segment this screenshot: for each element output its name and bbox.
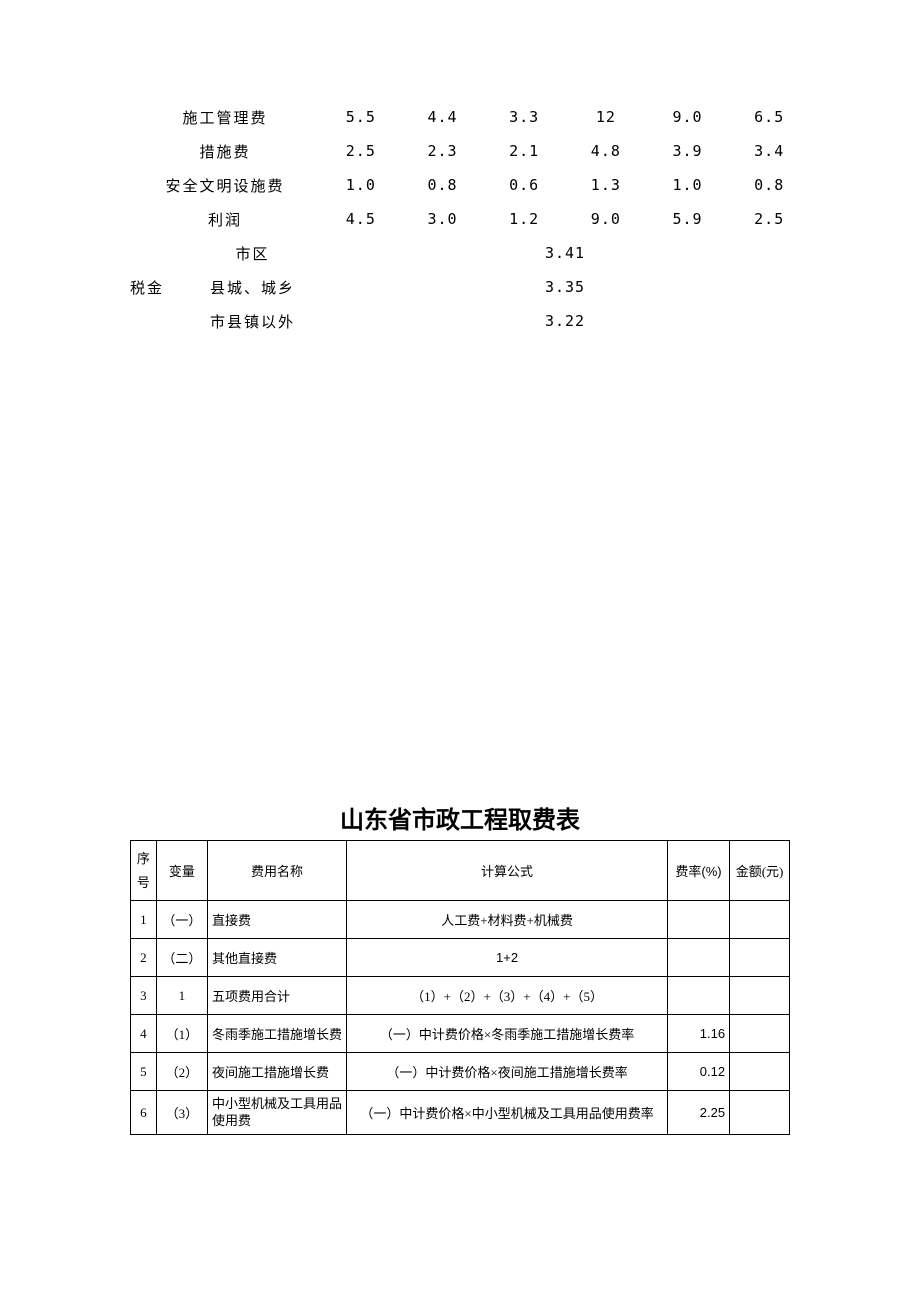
cell-name: 五项费用合计	[208, 977, 347, 1015]
tax-value: 3.41	[320, 244, 810, 262]
header-amount: 金额(元)	[730, 841, 790, 901]
cell-rate: 1.16	[668, 1015, 730, 1053]
cell-rate: 2.25	[668, 1091, 730, 1135]
cell: 3.4	[728, 142, 810, 160]
tax-label-wrap: 市区	[130, 243, 320, 264]
cell: 4.5	[320, 210, 402, 228]
tax-value: 3.35	[320, 278, 810, 296]
header-seq: 序号	[131, 841, 157, 901]
tax-value: 3.22	[320, 312, 810, 330]
tax-sublabel: 县城、城乡	[185, 277, 320, 298]
cell: 12	[565, 108, 647, 126]
row-label: 施工管理费	[130, 107, 320, 128]
table-row: 2 （二） 其他直接费 1+2	[131, 939, 790, 977]
upper-row: 措施费 2.5 2.3 2.1 4.8 3.9 3.4	[130, 134, 810, 168]
cell: 0.6	[483, 176, 565, 194]
cell: 4.4	[402, 108, 484, 126]
cell-rate	[668, 977, 730, 1015]
cell-rate	[668, 939, 730, 977]
table-row: 1 （一） 直接费 人工费+材料费+机械费	[131, 901, 790, 939]
cell: 1.3	[565, 176, 647, 194]
fee-table: 序号 变量 费用名称 计算公式 费率(%) 金额(元) 1 （一） 直接费 人工…	[130, 840, 790, 1135]
cell-amount	[730, 939, 790, 977]
cell: 0.8	[402, 176, 484, 194]
cell-name: 夜间施工措施增长费	[208, 1053, 347, 1091]
cell-seq: 4	[131, 1015, 157, 1053]
cell-amount	[730, 1053, 790, 1091]
cell: 1.2	[483, 210, 565, 228]
row-label: 安全文明设施费	[130, 175, 320, 196]
cell-seq: 5	[131, 1053, 157, 1091]
tax-sublabel: 市县镇以外	[185, 311, 320, 332]
tax-sublabel: 市区	[185, 243, 320, 264]
cell: 1.0	[320, 176, 402, 194]
cell-var: （2）	[156, 1053, 207, 1091]
table-row: 5 （2） 夜间施工措施增长费 （一）中计费价格×夜间施工措施增长费率 0.12	[131, 1053, 790, 1091]
cell: 5.5	[320, 108, 402, 126]
cell-var: 1	[156, 977, 207, 1015]
cell-formula: 人工费+材料费+机械费	[347, 901, 668, 939]
cell: 2.5	[728, 210, 810, 228]
cell-seq: 3	[131, 977, 157, 1015]
cell-rate: 0.12	[668, 1053, 730, 1091]
cell: 3.3	[483, 108, 565, 126]
cell-var: （一）	[156, 901, 207, 939]
cell-amount	[730, 1015, 790, 1053]
cell: 6.5	[728, 108, 810, 126]
page-title: 山东省市政工程取费表	[0, 800, 920, 835]
cell: 2.1	[483, 142, 565, 160]
table-header-row: 序号 变量 费用名称 计算公式 费率(%) 金额(元)	[131, 841, 790, 901]
header-seq-text: 序号	[137, 851, 150, 889]
table-row: 4 （1） 冬雨季施工措施增长费 （一）中计费价格×冬雨季施工措施增长费率 1.…	[131, 1015, 790, 1053]
table-row: 6 （3） 中小型机械及工具用品使用费 （一）中计费价格×中小型机械及工具用品使…	[131, 1091, 790, 1135]
row-label: 措施费	[130, 141, 320, 162]
tax-label-wrap: 市县镇以外	[130, 311, 320, 332]
cell: 9.0	[565, 210, 647, 228]
cell-rate	[668, 901, 730, 939]
tax-label-wrap: 税金 县城、城乡	[130, 277, 320, 298]
cell-formula: 1+2	[347, 939, 668, 977]
cell: 2.3	[402, 142, 484, 160]
cell: 4.8	[565, 142, 647, 160]
cell: 3.0	[402, 210, 484, 228]
tax-row: 市区 3.41	[130, 236, 810, 270]
tax-row: 税金 县城、城乡 3.35	[130, 270, 810, 304]
cell-seq: 2	[131, 939, 157, 977]
cell-name: 直接费	[208, 901, 347, 939]
cell: 5.9	[647, 210, 729, 228]
cell-seq: 1	[131, 901, 157, 939]
cell-amount	[730, 1091, 790, 1135]
upper-row: 施工管理费 5.5 4.4 3.3 12 9.0 6.5	[130, 100, 810, 134]
cell-name: 冬雨季施工措施增长费	[208, 1015, 347, 1053]
cell-formula: （一）中计费价格×夜间施工措施增长费率	[347, 1053, 668, 1091]
upper-rate-table: 施工管理费 5.5 4.4 3.3 12 9.0 6.5 措施费 2.5 2.3…	[130, 100, 810, 338]
row-label: 利润	[130, 209, 320, 230]
cell: 0.8	[728, 176, 810, 194]
tax-main-label: 税金	[130, 277, 185, 298]
cell: 1.0	[647, 176, 729, 194]
cell-seq: 6	[131, 1091, 157, 1135]
cell-name: 其他直接费	[208, 939, 347, 977]
cell-var: （二）	[156, 939, 207, 977]
cell: 2.5	[320, 142, 402, 160]
upper-row: 安全文明设施费 1.0 0.8 0.6 1.3 1.0 0.8	[130, 168, 810, 202]
cell-amount	[730, 977, 790, 1015]
tax-row: 市县镇以外 3.22	[130, 304, 810, 338]
cell-var: （1）	[156, 1015, 207, 1053]
header-name: 费用名称	[208, 841, 347, 901]
cell-var: （3）	[156, 1091, 207, 1135]
cell-amount	[730, 901, 790, 939]
cell-formula: （一）中计费价格×中小型机械及工具用品使用费率	[347, 1091, 668, 1135]
cell-name: 中小型机械及工具用品使用费	[208, 1091, 347, 1135]
cell-formula: （1）+（2）+（3）+（4）+（5）	[347, 977, 668, 1015]
header-var: 变量	[156, 841, 207, 901]
header-formula: 计算公式	[347, 841, 668, 901]
header-rate: 费率(%)	[668, 841, 730, 901]
cell-formula: （一）中计费价格×冬雨季施工措施增长费率	[347, 1015, 668, 1053]
cell: 3.9	[647, 142, 729, 160]
table-row: 3 1 五项费用合计 （1）+（2）+（3）+（4）+（5）	[131, 977, 790, 1015]
cell: 9.0	[647, 108, 729, 126]
upper-row: 利润 4.5 3.0 1.2 9.0 5.9 2.5	[130, 202, 810, 236]
